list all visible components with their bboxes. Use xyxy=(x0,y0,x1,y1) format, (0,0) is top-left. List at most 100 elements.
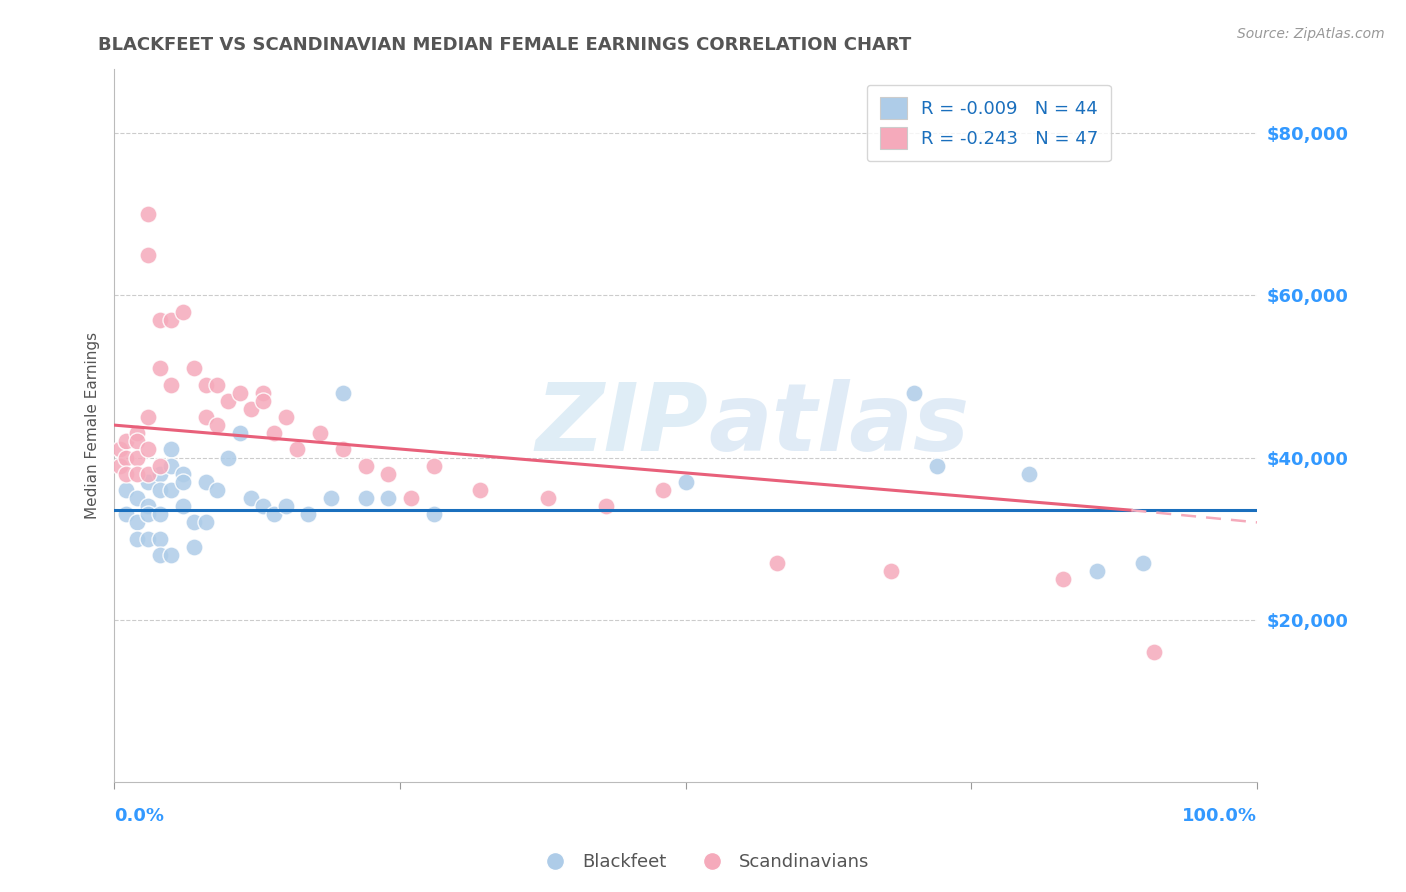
Point xyxy=(1085,564,1108,578)
Point xyxy=(108,458,131,473)
Point xyxy=(880,564,903,578)
Point xyxy=(401,491,423,505)
Legend: R = -0.009   N = 44, R = -0.243   N = 47: R = -0.009 N = 44, R = -0.243 N = 47 xyxy=(868,85,1111,161)
Point xyxy=(766,556,789,570)
Point xyxy=(1018,467,1040,481)
Point xyxy=(675,475,697,489)
Point xyxy=(172,304,194,318)
Text: 0.0%: 0.0% xyxy=(114,807,165,825)
Point xyxy=(149,467,172,481)
Point xyxy=(114,508,136,522)
Point xyxy=(309,426,332,441)
Text: Source: ZipAtlas.com: Source: ZipAtlas.com xyxy=(1237,27,1385,41)
Point xyxy=(172,467,194,481)
Point xyxy=(138,532,160,546)
Point xyxy=(240,491,263,505)
Point xyxy=(138,475,160,489)
Point xyxy=(194,475,217,489)
Point xyxy=(160,548,183,562)
Point xyxy=(125,516,148,530)
Point xyxy=(218,393,240,408)
Point xyxy=(423,508,446,522)
Point xyxy=(377,491,399,505)
Point xyxy=(125,532,148,546)
Text: BLACKFEET VS SCANDINAVIAN MEDIAN FEMALE EARNINGS CORRELATION CHART: BLACKFEET VS SCANDINAVIAN MEDIAN FEMALE … xyxy=(98,36,911,54)
Point xyxy=(903,385,925,400)
Legend: Blackfeet, Scandinavians: Blackfeet, Scandinavians xyxy=(530,847,876,879)
Point xyxy=(138,409,160,424)
Point xyxy=(218,450,240,465)
Point xyxy=(183,540,205,554)
Point xyxy=(138,442,160,457)
Point xyxy=(537,491,560,505)
Point xyxy=(138,499,160,513)
Point xyxy=(332,385,354,400)
Point xyxy=(252,393,274,408)
Point xyxy=(183,361,205,376)
Text: atlas: atlas xyxy=(709,379,970,471)
Point xyxy=(114,450,136,465)
Point xyxy=(423,458,446,473)
Point xyxy=(274,499,297,513)
Point xyxy=(354,458,377,473)
Point xyxy=(651,483,673,497)
Point xyxy=(263,426,285,441)
Point xyxy=(172,499,194,513)
Point xyxy=(595,499,617,513)
Point xyxy=(114,434,136,449)
Point xyxy=(149,483,172,497)
Point xyxy=(229,385,252,400)
Point xyxy=(149,548,172,562)
Point xyxy=(114,467,136,481)
Point xyxy=(321,491,343,505)
Point xyxy=(1143,645,1166,659)
Point xyxy=(125,426,148,441)
Point xyxy=(125,434,148,449)
Point xyxy=(125,450,148,465)
Point xyxy=(205,483,228,497)
Point xyxy=(160,458,183,473)
Point xyxy=(149,361,172,376)
Point xyxy=(138,207,160,221)
Point xyxy=(205,418,228,433)
Point xyxy=(263,508,285,522)
Point xyxy=(332,442,354,457)
Point xyxy=(468,483,491,497)
Point xyxy=(240,401,263,416)
Point xyxy=(1052,572,1074,586)
Point xyxy=(149,532,172,546)
Point xyxy=(377,467,399,481)
Point xyxy=(925,458,948,473)
Point xyxy=(194,377,217,392)
Point xyxy=(354,491,377,505)
Point xyxy=(297,508,319,522)
Point xyxy=(252,385,274,400)
Point xyxy=(160,312,183,326)
Point xyxy=(194,409,217,424)
Point xyxy=(160,483,183,497)
Point xyxy=(229,426,252,441)
Point xyxy=(252,499,274,513)
Point xyxy=(194,516,217,530)
Point xyxy=(149,458,172,473)
Point xyxy=(125,491,148,505)
Point xyxy=(160,442,183,457)
Point xyxy=(274,409,297,424)
Point xyxy=(138,248,160,262)
Point xyxy=(125,467,148,481)
Point xyxy=(285,442,308,457)
Point xyxy=(114,483,136,497)
Point xyxy=(183,516,205,530)
Point xyxy=(149,508,172,522)
Text: 100.0%: 100.0% xyxy=(1182,807,1257,825)
Point xyxy=(149,312,172,326)
Point xyxy=(172,475,194,489)
Y-axis label: Median Female Earnings: Median Female Earnings xyxy=(86,332,100,518)
Point xyxy=(108,442,131,457)
Point xyxy=(160,377,183,392)
Text: ZIP: ZIP xyxy=(536,379,709,471)
Point xyxy=(1132,556,1154,570)
Point xyxy=(138,508,160,522)
Point xyxy=(138,467,160,481)
Point xyxy=(205,377,228,392)
